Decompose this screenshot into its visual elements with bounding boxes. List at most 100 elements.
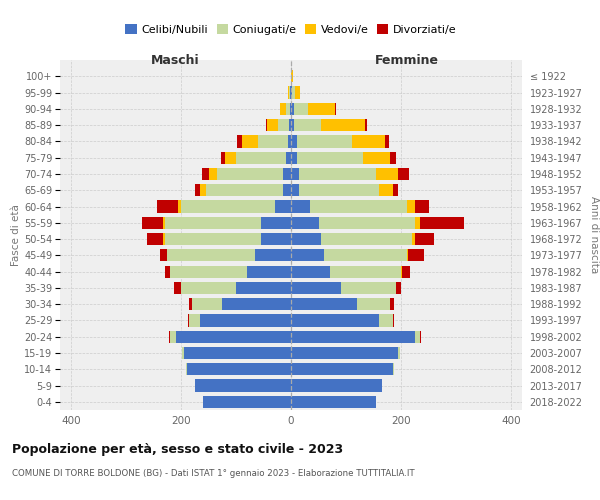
Bar bbox=[379, 184, 393, 196]
Bar bbox=[288, 86, 289, 99]
Bar bbox=[275, 200, 291, 212]
Bar bbox=[295, 86, 301, 99]
Bar bbox=[164, 266, 170, 278]
Bar bbox=[200, 314, 291, 326]
Bar bbox=[261, 216, 291, 229]
Bar bbox=[291, 136, 296, 147]
Bar bbox=[379, 314, 393, 326]
Bar bbox=[393, 184, 398, 196]
Bar bbox=[294, 102, 308, 115]
Bar bbox=[291, 266, 329, 278]
Bar bbox=[415, 216, 420, 229]
Text: COMUNE DI TORRE BOLDONE (BG) - Dati ISTAT 1° gennaio 2023 - Elaborazione TUTTITA: COMUNE DI TORRE BOLDONE (BG) - Dati ISTA… bbox=[12, 468, 415, 477]
Bar bbox=[296, 136, 352, 147]
Bar bbox=[291, 298, 357, 310]
Bar bbox=[266, 119, 268, 131]
Bar bbox=[280, 102, 286, 115]
Bar bbox=[324, 249, 407, 262]
Bar bbox=[247, 266, 291, 278]
Bar bbox=[286, 102, 290, 115]
Bar bbox=[365, 119, 367, 131]
Bar bbox=[209, 168, 217, 180]
Bar bbox=[237, 136, 241, 147]
Bar bbox=[189, 314, 200, 326]
Text: Popolazione per età, sesso e stato civile - 2023: Popolazione per età, sesso e stato civil… bbox=[12, 442, 343, 456]
Bar bbox=[291, 396, 376, 408]
Bar bbox=[176, 330, 291, 343]
Bar bbox=[291, 168, 299, 180]
Bar bbox=[258, 136, 288, 147]
Bar bbox=[160, 249, 167, 262]
Bar bbox=[189, 298, 192, 310]
Bar bbox=[321, 233, 412, 245]
Bar bbox=[164, 216, 261, 229]
Bar bbox=[236, 282, 291, 294]
Text: Maschi: Maschi bbox=[151, 54, 200, 68]
Bar bbox=[195, 380, 291, 392]
Bar bbox=[184, 347, 291, 359]
Bar bbox=[195, 184, 200, 196]
Bar bbox=[395, 282, 401, 294]
Bar bbox=[291, 200, 310, 212]
Bar bbox=[390, 152, 395, 164]
Bar bbox=[352, 136, 385, 147]
Bar bbox=[415, 233, 434, 245]
Bar bbox=[291, 152, 296, 164]
Bar bbox=[178, 200, 181, 212]
Bar bbox=[222, 298, 291, 310]
Bar bbox=[420, 216, 464, 229]
Bar bbox=[290, 102, 291, 115]
Bar bbox=[329, 266, 401, 278]
Y-axis label: Anni di nascita: Anni di nascita bbox=[589, 196, 599, 274]
Bar bbox=[341, 282, 395, 294]
Bar bbox=[291, 216, 319, 229]
Bar bbox=[376, 168, 398, 180]
Bar bbox=[412, 233, 415, 245]
Bar bbox=[308, 102, 335, 115]
Bar bbox=[415, 330, 420, 343]
Bar bbox=[393, 314, 394, 326]
Bar bbox=[291, 363, 393, 376]
Bar bbox=[268, 119, 278, 131]
Bar bbox=[291, 380, 382, 392]
Bar bbox=[181, 200, 275, 212]
Bar bbox=[202, 168, 209, 180]
Bar bbox=[170, 330, 176, 343]
Bar bbox=[291, 184, 299, 196]
Bar bbox=[291, 102, 294, 115]
Legend: Celibi/Nubili, Coniugati/e, Vedovi/e, Divorziati/e: Celibi/Nubili, Coniugati/e, Vedovi/e, Di… bbox=[121, 20, 461, 40]
Bar bbox=[261, 233, 291, 245]
Bar bbox=[407, 200, 415, 212]
Bar bbox=[291, 86, 292, 99]
Bar bbox=[420, 330, 421, 343]
Bar bbox=[163, 233, 164, 245]
Bar bbox=[286, 152, 291, 164]
Bar bbox=[398, 168, 409, 180]
Bar bbox=[291, 314, 379, 326]
Bar bbox=[255, 249, 291, 262]
Bar bbox=[200, 184, 206, 196]
Bar bbox=[206, 184, 283, 196]
Bar bbox=[299, 184, 379, 196]
Y-axis label: Fasce di età: Fasce di età bbox=[11, 204, 21, 266]
Bar bbox=[236, 152, 286, 164]
Bar bbox=[278, 119, 289, 131]
Bar bbox=[415, 200, 428, 212]
Bar bbox=[182, 347, 184, 359]
Bar bbox=[398, 347, 400, 359]
Bar bbox=[225, 152, 236, 164]
Bar bbox=[291, 282, 341, 294]
Bar bbox=[163, 216, 164, 229]
Bar bbox=[283, 184, 291, 196]
Bar bbox=[288, 136, 291, 147]
Bar bbox=[310, 200, 407, 212]
Bar bbox=[203, 396, 291, 408]
Bar bbox=[362, 152, 390, 164]
Bar bbox=[385, 136, 389, 147]
Bar bbox=[401, 266, 410, 278]
Bar bbox=[294, 119, 321, 131]
Bar bbox=[221, 152, 225, 164]
Bar bbox=[296, 152, 362, 164]
Bar bbox=[157, 200, 178, 212]
Bar bbox=[291, 119, 294, 131]
